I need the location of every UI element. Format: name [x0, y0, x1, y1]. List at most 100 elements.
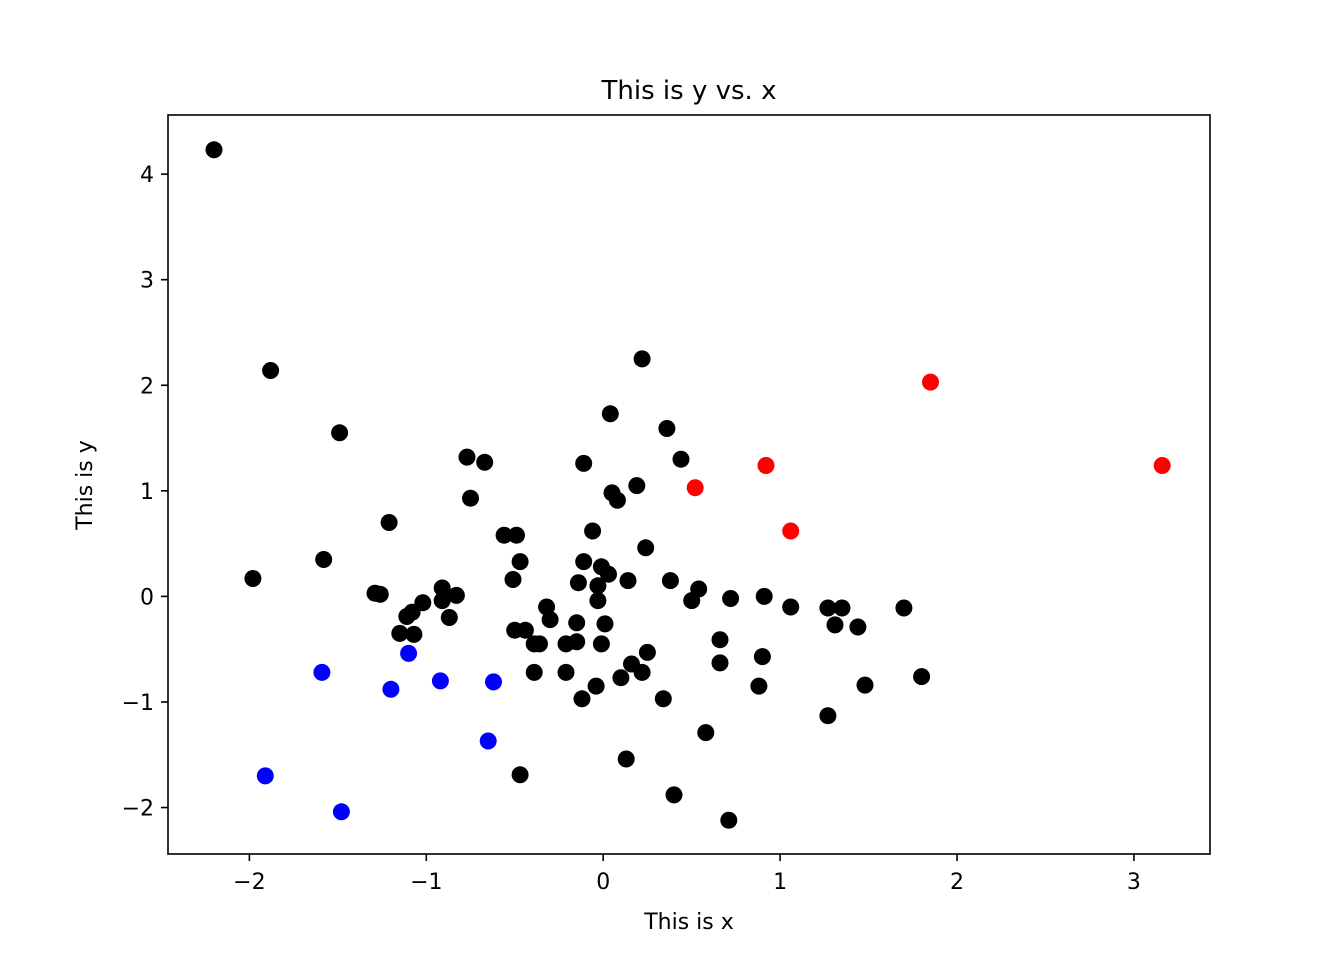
x-tick-label: −2	[233, 870, 265, 895]
y-tick-label: −1	[122, 691, 154, 716]
data-point	[479, 732, 497, 750]
data-point	[433, 592, 451, 610]
data-point	[525, 663, 543, 681]
data-point	[531, 635, 548, 653]
data-point	[826, 616, 844, 634]
data-point	[895, 599, 913, 617]
x-axis-label: This is x	[643, 910, 734, 935]
data-point	[205, 141, 223, 159]
chart-title: This is y vs. x	[601, 76, 777, 106]
data-point	[244, 570, 262, 587]
data-point	[686, 479, 704, 497]
data-point	[256, 767, 274, 785]
data-point	[516, 621, 534, 639]
y-axis-label: This is y	[73, 440, 98, 531]
data-point	[608, 491, 626, 509]
data-point	[405, 625, 423, 643]
y-tick-label: 2	[140, 374, 154, 399]
data-point	[371, 585, 389, 603]
data-point	[400, 644, 418, 662]
data-point	[711, 631, 729, 649]
data-point	[722, 590, 740, 607]
data-point	[697, 724, 715, 742]
data-point	[819, 707, 837, 725]
data-point	[819, 599, 837, 617]
data-point	[584, 522, 602, 540]
data-point	[849, 618, 867, 636]
data-point	[440, 609, 458, 626]
data-point	[661, 572, 679, 590]
data-point	[711, 654, 729, 672]
data-point	[573, 690, 591, 708]
data-point	[262, 362, 280, 379]
data-point	[433, 579, 451, 597]
data-point	[485, 673, 502, 691]
data-point	[601, 405, 619, 423]
data-point	[495, 526, 513, 544]
data-point	[575, 553, 593, 571]
data-point	[633, 663, 651, 681]
data-point	[391, 624, 409, 642]
data-point	[665, 786, 683, 804]
data-point	[568, 633, 586, 651]
data-point	[380, 514, 398, 531]
data-point	[1153, 457, 1171, 474]
data-point	[313, 663, 331, 681]
data-point	[568, 614, 586, 632]
data-point	[414, 594, 432, 612]
data-point	[575, 454, 593, 472]
data-point	[458, 448, 476, 466]
y-axis: −2 −1 0 1 2 3 4	[122, 163, 168, 822]
x-tick-label: −1	[410, 870, 442, 895]
data-point	[596, 615, 614, 633]
data-point	[782, 522, 800, 540]
x-tick-label: 3	[1127, 870, 1141, 895]
data-point	[782, 598, 800, 616]
data-point	[447, 586, 465, 604]
y-tick-label: −2	[122, 797, 154, 822]
data-point	[654, 690, 672, 708]
data-point	[476, 453, 494, 471]
data-point	[753, 648, 771, 666]
data-point	[332, 803, 350, 821]
data-point	[382, 680, 400, 698]
data-point	[633, 350, 651, 368]
data-point	[504, 571, 522, 588]
x-tick-label: 1	[773, 870, 787, 895]
plot-frame	[167, 114, 1211, 855]
data-point	[755, 587, 773, 605]
data-point	[690, 580, 708, 598]
data-point	[750, 677, 768, 695]
data-point	[600, 565, 617, 583]
data-point	[658, 420, 676, 437]
data-point	[331, 424, 349, 442]
data-point	[672, 450, 690, 468]
data-point	[569, 574, 587, 592]
x-tick-label: 0	[596, 870, 610, 895]
data-point	[637, 539, 655, 557]
data-point	[462, 489, 479, 507]
y-tick-label: 4	[140, 163, 154, 188]
data-point	[638, 643, 656, 661]
data-point	[922, 373, 939, 391]
y-tick-label: 3	[140, 269, 154, 294]
x-axis: −2 −1 0 1 2 3	[233, 854, 1141, 895]
data-point	[720, 811, 738, 829]
data-point	[856, 676, 874, 694]
data-point	[757, 457, 775, 474]
data-point	[315, 551, 333, 568]
x-tick-label: 2	[950, 870, 964, 895]
data-points-layer	[205, 141, 1171, 829]
data-point	[511, 553, 529, 571]
data-point	[508, 526, 525, 544]
data-point	[619, 572, 637, 590]
data-point	[833, 599, 851, 617]
data-point	[541, 611, 559, 629]
y-tick-label: 1	[140, 480, 154, 505]
data-point	[589, 592, 607, 610]
data-point	[431, 672, 449, 690]
data-point	[617, 750, 635, 768]
data-point	[612, 669, 630, 687]
data-point	[589, 577, 607, 595]
